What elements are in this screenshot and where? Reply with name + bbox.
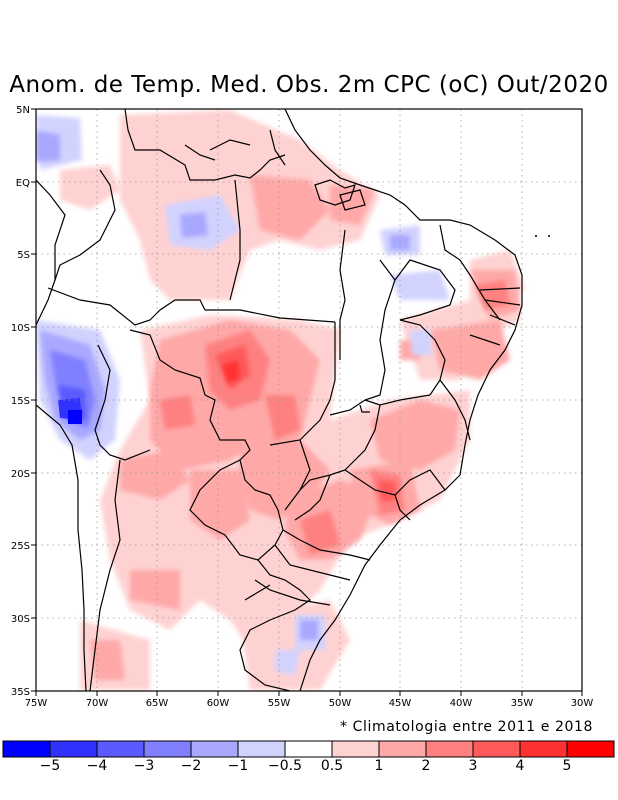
colorbar-swatch-1: [2, 740, 51, 758]
x-tick-labels: 75W 70W 65W 60W 55W 50W 45W 40W 35W 30W: [25, 698, 594, 709]
colorbar-label: 0.5: [320, 758, 344, 774]
colorbar-swatch-3: [96, 740, 145, 758]
y-tick-label: 15S: [11, 396, 30, 407]
colorbar-label: −2: [180, 758, 202, 774]
colorbar-swatch-4: [143, 740, 192, 758]
colorbar-swatch-11: [472, 740, 521, 758]
x-tick-label: 45W: [389, 698, 412, 709]
x-tick-label: 30W: [571, 698, 594, 709]
x-tick-label: 50W: [329, 698, 352, 709]
colorbar-label: 4: [515, 758, 525, 774]
x-tick-label: 65W: [146, 698, 169, 709]
colorbar-label: 2: [421, 758, 431, 774]
gridlines: [36, 109, 582, 691]
anomaly-shading: [36, 110, 525, 690]
colorbar-label: 3: [468, 758, 478, 774]
y-tick-label: 5N: [16, 105, 30, 116]
y-tick-label: 30S: [11, 614, 30, 625]
colorbar-swatch-2: [49, 740, 98, 758]
colorbar-label: −0.5: [268, 758, 302, 774]
y-tick-label: 10S: [11, 323, 30, 334]
colorbar-swatch-12: [519, 740, 568, 758]
climatology-note: * Climatologia entre 2011 e 2018: [340, 719, 593, 735]
y-tick-label: 35S: [11, 687, 30, 698]
y-tick-label: 25S: [11, 541, 30, 552]
colorbar-swatch-6: [237, 740, 286, 758]
x-tick-label: 60W: [207, 698, 230, 709]
borders: [36, 109, 523, 691]
colorbar-swatch-7: [284, 740, 333, 758]
x-tick-label: 40W: [450, 698, 473, 709]
colorbar-label: 1: [374, 758, 384, 774]
colorbar-label: −3: [133, 758, 155, 774]
colorbar-swatch-10: [425, 740, 474, 758]
colorbar-label: −1: [227, 758, 249, 774]
x-tick-label: 75W: [25, 698, 48, 709]
y-tick-label: 5S: [17, 250, 30, 261]
x-tick-label: 70W: [86, 698, 109, 709]
y-tick-label: 20S: [11, 469, 30, 480]
colorbar-label: 5: [562, 758, 572, 774]
colorbar-swatch-13: [566, 740, 615, 758]
map-title: Anom. de Temp. Med. Obs. 2m CPC (oC) Out…: [9, 72, 609, 98]
colorbar-swatch-9: [378, 740, 427, 758]
colorbar: [2, 740, 615, 758]
coastline: [36, 109, 523, 691]
islands: [535, 235, 550, 237]
x-tick-label: 35W: [511, 698, 534, 709]
colorbar-swatch-8: [331, 740, 380, 758]
tick-marks: [31, 108, 583, 696]
x-tick-label: 55W: [268, 698, 291, 709]
colorbar-label: −4: [86, 758, 108, 774]
y-tick-label: EQ: [16, 178, 30, 189]
colorbar-label: −5: [39, 758, 61, 774]
y-tick-labels: 5N EQ 5S 10S 15S 20S 25S 30S 35S: [11, 105, 30, 698]
colorbar-swatch-5: [190, 740, 239, 758]
